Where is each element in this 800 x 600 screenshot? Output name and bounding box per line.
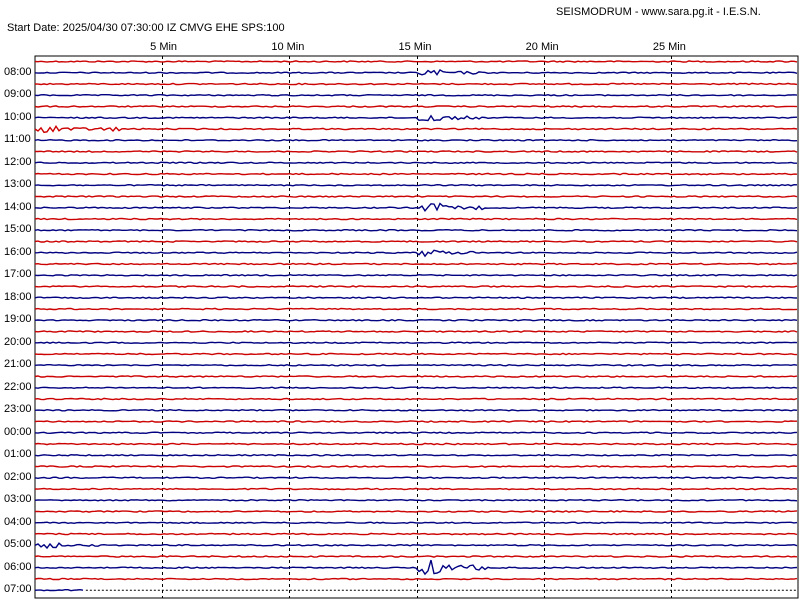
trace-line-19 <box>34 262 798 266</box>
hour-label-1000: 10:00 <box>4 110 32 123</box>
trace-line-48 <box>34 588 84 592</box>
trace-line-16 <box>34 228 798 232</box>
trace-line-7 <box>34 124 798 134</box>
trace-line-47 <box>34 577 798 581</box>
hour-label-2100: 21:00 <box>4 358 32 371</box>
trace-line-2 <box>34 68 798 76</box>
trace-line-15 <box>34 217 798 221</box>
hour-label-1800: 18:00 <box>4 290 32 303</box>
hour-label-0400: 04:00 <box>4 515 32 528</box>
hour-label-1300: 13:00 <box>4 178 32 191</box>
x-tick-20-min: 20 Min <box>525 41 559 53</box>
trace-line-8 <box>34 138 798 142</box>
trace-line-3 <box>34 82 798 86</box>
trace-line-13 <box>35 195 798 198</box>
trace-line-33 <box>34 420 797 423</box>
trace-line-46 <box>34 559 798 576</box>
trace-line-18 <box>34 249 798 258</box>
hour-label-0200: 02:00 <box>4 470 32 483</box>
hour-label-1100: 11:00 <box>4 133 31 146</box>
trace-line-5 <box>34 105 798 108</box>
hour-label-0700: 07:00 <box>4 583 32 596</box>
hour-label-0100: 01:00 <box>4 448 32 461</box>
trace-line-36 <box>34 453 798 457</box>
trace-line-20 <box>34 273 798 277</box>
x-tick-25-min: 25 Min <box>652 41 686 53</box>
trace-line-43 <box>34 532 798 536</box>
trace-line-10 <box>34 161 797 165</box>
trace-line-24 <box>34 318 798 322</box>
trace-line-37 <box>34 465 798 468</box>
trace-line-30 <box>34 386 798 390</box>
trace-line-6 <box>34 114 798 122</box>
trace-line-45 <box>34 555 798 558</box>
hour-label-0000: 00:00 <box>4 425 32 438</box>
x-tick-5-min: 5 Min <box>150 41 178 53</box>
trace-line-29 <box>34 375 798 378</box>
hour-label-2300: 23:00 <box>4 403 32 416</box>
trace-line-28 <box>34 363 798 367</box>
trace-line-35 <box>34 442 798 446</box>
trace-line-44 <box>34 542 798 550</box>
hour-label-2000: 20:00 <box>4 335 32 348</box>
start-date-line: Start Date: 2025/04/30 07:30:00 IZ CMVG … <box>7 22 285 34</box>
hour-label-1400: 14:00 <box>4 200 32 213</box>
trace-line-9 <box>35 150 798 153</box>
trace-line-14 <box>34 202 798 212</box>
trace-line-12 <box>34 183 798 187</box>
x-tick-10-min: 10 Min <box>271 41 305 53</box>
trace-line-4 <box>34 93 798 97</box>
trace-line-39 <box>34 487 798 491</box>
trace-line-40 <box>34 498 798 502</box>
trace-line-31 <box>34 397 798 401</box>
trace-line-22 <box>34 296 798 300</box>
plot-frame <box>34 55 799 599</box>
trace-line-17 <box>34 240 798 243</box>
hour-label-0500: 05:00 <box>4 538 32 551</box>
trace-line-23 <box>34 307 798 311</box>
trace-line-1 <box>34 60 798 63</box>
trace-line-27 <box>34 352 798 356</box>
hour-label-1600: 16:00 <box>4 245 32 258</box>
trace-line-11 <box>34 172 798 176</box>
trace-line-42 <box>34 521 798 525</box>
hour-label-1900: 19:00 <box>4 313 32 326</box>
hour-label-1500: 15:00 <box>4 223 32 236</box>
trace-line-34 <box>34 431 798 435</box>
trace-line-41 <box>34 510 798 513</box>
x-tick-15-min: 15 Min <box>398 41 432 53</box>
chart-title: SEISMODRUM - www.sara.pg.it - I.E.S.N. <box>556 6 761 18</box>
hour-label-0800: 08:00 <box>4 65 32 78</box>
hour-label-1200: 12:00 <box>4 155 32 168</box>
trace-line-38 <box>34 476 798 480</box>
trace-line-26 <box>35 341 798 345</box>
hour-label-0900: 09:00 <box>4 88 32 101</box>
hour-label-0300: 03:00 <box>4 493 32 506</box>
trace-line-25 <box>34 330 798 333</box>
hour-label-1700: 17:00 <box>4 268 32 281</box>
hour-label-2200: 22:00 <box>4 380 32 393</box>
hour-label-0600: 06:00 <box>4 560 32 573</box>
trace-line-32 <box>34 408 798 412</box>
trace-line-21 <box>34 285 798 288</box>
